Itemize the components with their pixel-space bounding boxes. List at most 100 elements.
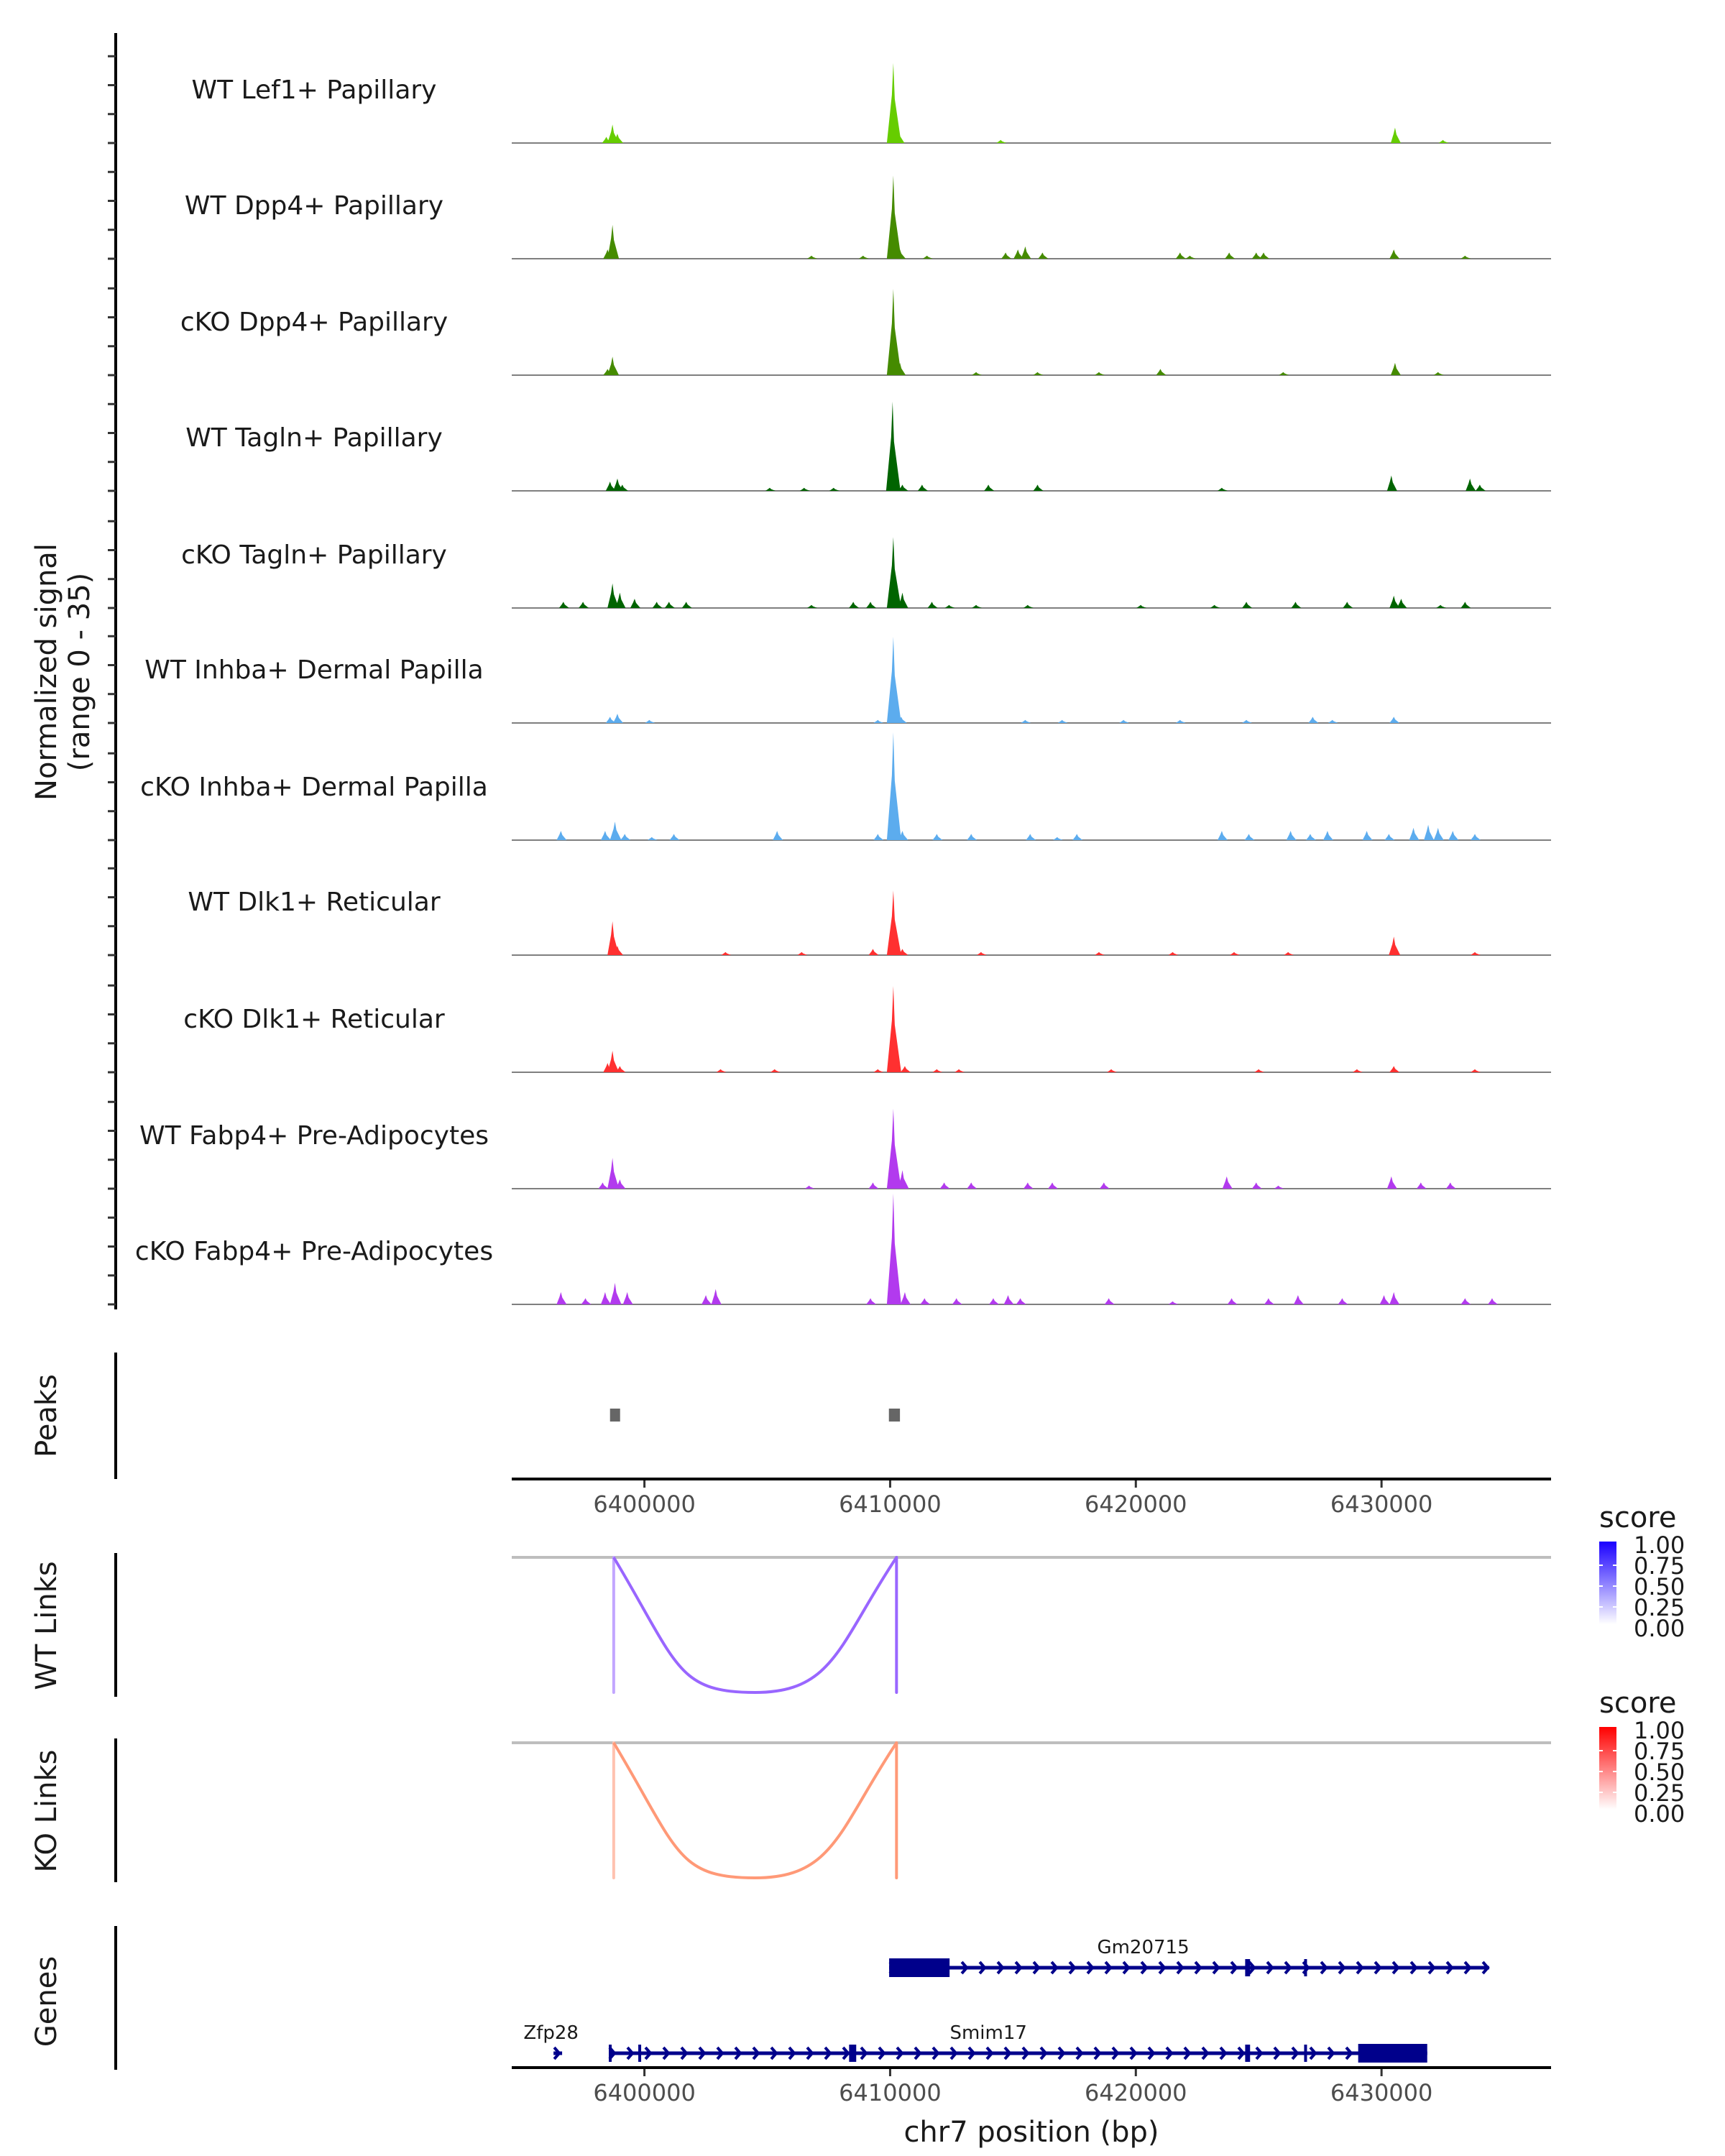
strand-arrow-icon xyxy=(1427,1961,1436,1975)
signal-peak xyxy=(1460,255,1471,259)
signal-peak xyxy=(617,484,628,491)
signal-peak xyxy=(1389,936,1401,955)
strand-arrow-icon xyxy=(1147,2046,1156,2060)
signal-peak xyxy=(1305,834,1316,840)
coverage-track: WT Inhba+ Dermal Papilla xyxy=(144,637,1551,724)
strand-arrow-icon xyxy=(896,2046,904,2060)
signal-peak xyxy=(886,637,901,723)
signal-peak xyxy=(1021,246,1031,259)
signal-peak xyxy=(579,602,589,608)
strand-arrow-icon xyxy=(1463,1961,1472,1975)
signal-peak xyxy=(765,487,776,491)
signal-peak xyxy=(615,592,626,608)
track-label: WT Inhba+ Dermal Papilla xyxy=(144,655,483,685)
signal-peak xyxy=(886,289,901,375)
legend-tick-label: 1.00 xyxy=(1634,1531,1685,1559)
signal-peak xyxy=(1343,602,1353,608)
signal-peak xyxy=(716,1069,727,1072)
gene-exon xyxy=(889,1958,950,1977)
links-panel-label: WT Links xyxy=(30,1561,63,1690)
signal-peak xyxy=(849,602,860,608)
strand-arrow-icon xyxy=(1183,2046,1192,2060)
signal-peak xyxy=(622,1291,633,1304)
strand-arrow-icon xyxy=(978,1961,987,1975)
signal-peak xyxy=(1436,604,1447,608)
signal-peak xyxy=(886,986,901,1072)
signal-peak xyxy=(711,1289,722,1304)
gene: Zfp28 xyxy=(523,2022,579,2060)
signal-peak xyxy=(1072,834,1083,840)
signal-peak xyxy=(898,592,908,608)
signal-peak xyxy=(1026,834,1036,840)
signal-peak xyxy=(1471,1069,1481,1072)
signal-peak xyxy=(807,255,818,259)
signal-peak xyxy=(607,356,620,375)
x-axis-tick-label: 6430000 xyxy=(1330,1491,1433,1518)
signal-peak xyxy=(1389,717,1400,723)
signal-peak xyxy=(898,949,908,955)
strand-arrow-icon xyxy=(960,1961,969,1975)
signal-peak xyxy=(610,821,622,840)
signal-peak xyxy=(1264,1298,1274,1304)
strand-arrow-icon xyxy=(752,2046,760,2060)
strand-arrow-icon xyxy=(1003,2046,1012,2060)
signal-peak xyxy=(607,1158,620,1189)
signal-peak xyxy=(1379,1295,1390,1304)
strand-arrow-icon xyxy=(1445,1961,1454,1975)
signal-peak xyxy=(1251,252,1262,259)
gene-annotations: Gm20715 Zfp28 Smim17 xyxy=(523,1937,1490,2063)
signal-peak xyxy=(645,719,656,723)
signal-peak xyxy=(1424,824,1435,840)
signal-peak xyxy=(615,1179,626,1189)
strand-arrow-icon xyxy=(932,2046,940,2060)
strand-arrow-icon xyxy=(824,2046,832,2060)
x-axis-top: 6400000 6410000 6420000 6430000 xyxy=(512,1478,1551,1518)
strand-arrow-icon xyxy=(626,2046,635,2060)
signal-peak xyxy=(886,537,901,608)
coverage-track: cKO Tagln+ Papillary xyxy=(181,537,1551,609)
signal-peak xyxy=(1095,372,1105,375)
gene-exon xyxy=(1245,2045,1251,2062)
signal-peak xyxy=(1291,602,1302,608)
signal-peak xyxy=(873,719,884,723)
signal-peak xyxy=(1471,952,1481,955)
signal-axis xyxy=(108,33,117,1309)
signal-peak xyxy=(669,834,680,840)
signal-peak xyxy=(896,362,906,375)
signal-peak xyxy=(900,1066,911,1072)
strand-arrow-icon xyxy=(1338,1961,1346,1975)
signal-peak xyxy=(556,1291,567,1304)
signal-peak xyxy=(1448,831,1459,840)
strand-arrow-icon xyxy=(734,2046,742,2060)
signal-peak xyxy=(886,1193,901,1304)
peak-region xyxy=(888,1409,901,1422)
signal-peak xyxy=(932,1069,943,1072)
strand-arrow-icon xyxy=(1014,1961,1023,1975)
signal-peak xyxy=(607,583,620,608)
strand-arrow-icon xyxy=(1248,1961,1256,1975)
signal-peak xyxy=(829,487,840,491)
gene-exon xyxy=(849,2045,857,2062)
legend-tick-label: 0.50 xyxy=(1634,1759,1685,1786)
signal-peak xyxy=(1095,952,1105,955)
gene-label: Smim17 xyxy=(949,2022,1026,2044)
gene-exon xyxy=(1304,1959,1307,1976)
strand-arrow-icon xyxy=(1122,1961,1131,1975)
signal-peak xyxy=(1033,484,1044,491)
signal-peak xyxy=(868,1182,879,1189)
strand-arrow-icon xyxy=(1068,1961,1077,1975)
signal-peak xyxy=(1460,602,1471,608)
signal-peak xyxy=(1416,1182,1427,1189)
signal-peak xyxy=(896,717,907,723)
signal-peak xyxy=(1168,1301,1179,1304)
signal-peak xyxy=(773,831,783,840)
signal-peak xyxy=(1013,249,1024,259)
signal-peak xyxy=(1279,372,1289,375)
strand-arrow-icon xyxy=(1194,1961,1202,1975)
strand-arrow-icon xyxy=(1039,2046,1048,2060)
signal-peak xyxy=(886,732,901,840)
